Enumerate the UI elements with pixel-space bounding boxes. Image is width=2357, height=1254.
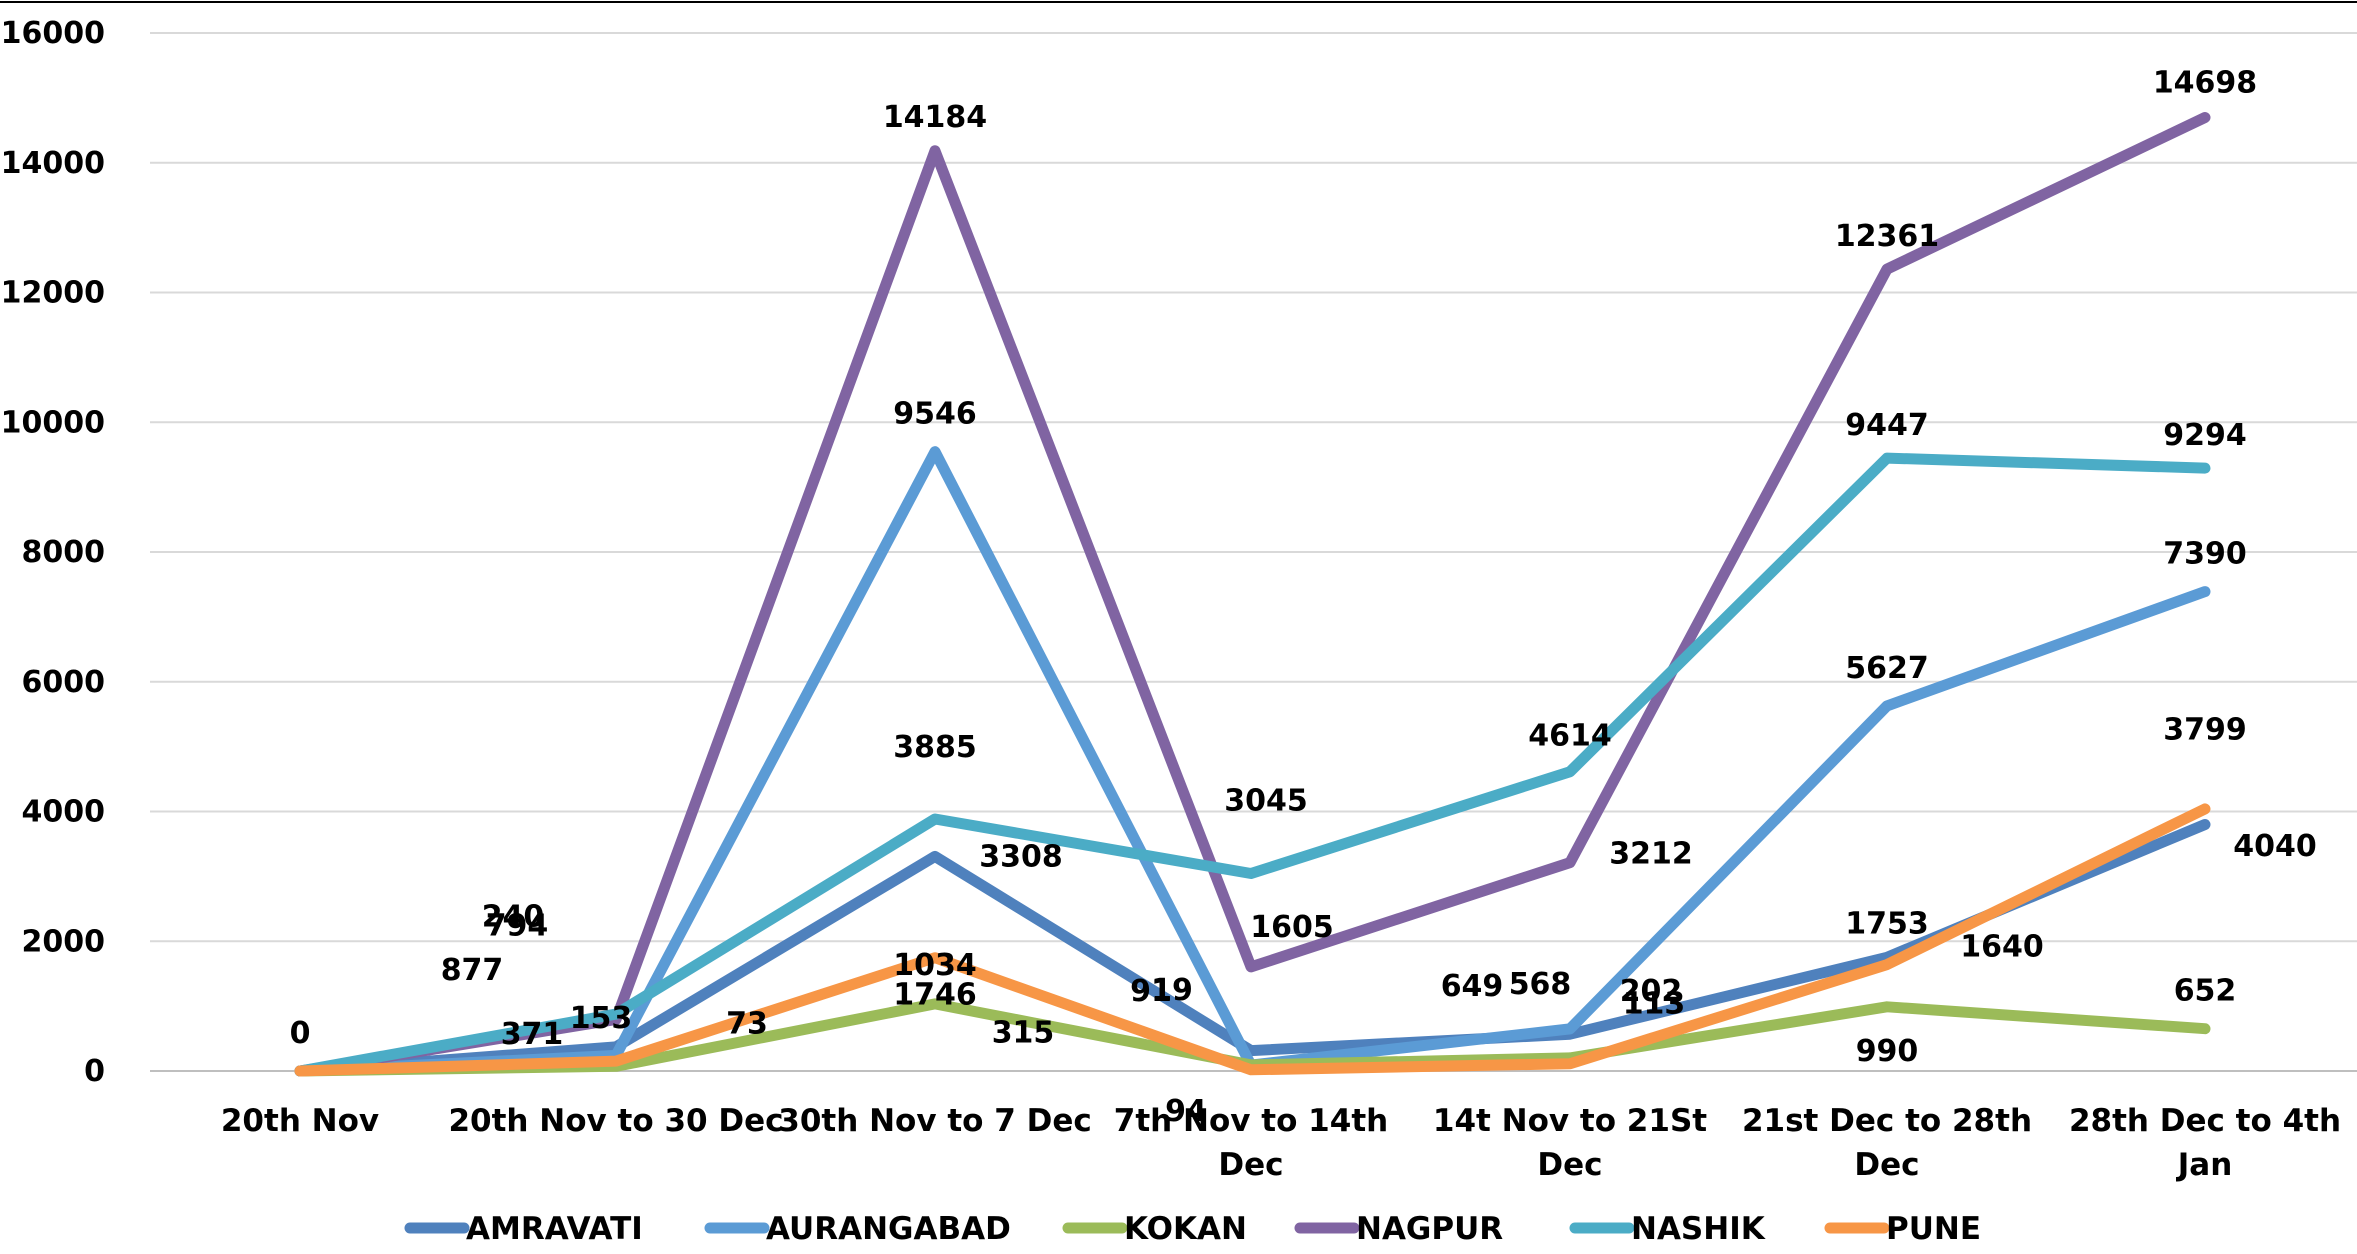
x-tick-label: 14t Nov to 21St Dec — [1433, 1103, 1707, 1183]
data-label: 5627 — [1845, 651, 1929, 686]
legend-label: NAGPUR — [1356, 1211, 1503, 1247]
data-label: 3045 — [1224, 783, 1308, 818]
data-label: 877 — [441, 953, 504, 988]
x-tick-label: 20th Nov to 30 Dec — [448, 1103, 783, 1139]
data-label: 1605 — [1250, 910, 1334, 945]
data-label: 7390 — [2163, 537, 2247, 572]
x-tick-label: 30th Nov to 7 Dec — [778, 1103, 1091, 1139]
legend-label: PUNE — [1886, 1211, 1981, 1247]
data-label: 371 — [501, 1017, 564, 1052]
x-tick-label: 28th Dec to 4th Jan — [2069, 1103, 2341, 1183]
data-label: 9546 — [893, 397, 977, 432]
y-tick-label: 2000 — [22, 924, 106, 959]
data-label: 1746 — [893, 978, 977, 1013]
y-tick-label: 14000 — [1, 146, 105, 181]
data-label: 649 — [1441, 969, 1504, 1004]
data-label: 94 — [1165, 1094, 1207, 1129]
series-line-nashik — [294, 452, 2211, 1077]
legend-item-amravati: AMRAVATI — [404, 1211, 643, 1247]
x-tick-label: 21st Dec to 28th Dec — [1742, 1103, 2032, 1183]
data-label: 19 — [1151, 973, 1193, 1008]
x-tick-label: 7th Nov to 14th Dec — [1114, 1103, 1388, 1183]
legend-label: NASHIK — [1631, 1211, 1766, 1247]
data-label: 1640 — [1960, 930, 2044, 965]
legend-item-aurangabad: AURANGABAD — [704, 1211, 1011, 1247]
data-label: 990 — [1856, 1034, 1919, 1069]
data-label: 153 — [570, 1001, 633, 1036]
y-tick-label: 4000 — [22, 795, 106, 830]
legend-label: KOKAN — [1124, 1211, 1247, 1247]
data-label: 3212 — [1609, 837, 1693, 872]
data-label: 9447 — [1845, 408, 1929, 443]
data-label: 14184 — [883, 100, 987, 135]
data-label: 202 — [1620, 974, 1683, 1009]
data-label: 3308 — [979, 839, 1063, 874]
data-label: 568 — [1509, 967, 1572, 1002]
series-lines — [294, 112, 2211, 1077]
data-label: 91 — [1130, 974, 1172, 1009]
data-label: 12361 — [1835, 219, 1939, 254]
data-label: 4040 — [2233, 829, 2317, 864]
y-tick-label: 10000 — [1, 405, 105, 440]
x-tick-label: 20th Nov — [221, 1103, 379, 1139]
data-label: 14698 — [2153, 65, 2257, 100]
data-label: 4614 — [1528, 719, 1612, 754]
legend: AMRAVATI AURANGABAD KOKAN NAGPUR NASHIK PUNE — [404, 1211, 1981, 1247]
y-tick-label: 8000 — [22, 535, 106, 570]
y-tick-label: 0 — [84, 1054, 105, 1089]
legend-item-pune: PUNE — [1824, 1211, 1981, 1247]
legend-item-kokan: KOKAN — [1062, 1211, 1247, 1247]
series-line-aurangabad — [294, 446, 2211, 1077]
legend-item-nashik: NASHIK — [1569, 1211, 1766, 1247]
y-tick-label: 16000 — [1, 16, 105, 51]
data-label: 3799 — [2163, 713, 2247, 748]
legend-label: AMRAVATI — [466, 1211, 643, 1247]
data-label: 1753 — [1845, 906, 1929, 941]
data-label: 240 — [482, 899, 545, 934]
y-axis-tick-labels: 0 2000 4000 6000 8000 10000 12000 14000 16000 — [1, 16, 105, 1089]
data-label: 9294 — [2163, 418, 2247, 453]
y-tick-label: 6000 — [22, 665, 106, 700]
y-tick-label: 12000 — [1, 276, 105, 311]
data-label: 794 — [486, 908, 549, 943]
data-label: 3885 — [893, 730, 977, 765]
legend-item-nagpur: NAGPUR — [1294, 1211, 1503, 1247]
data-label: 315 — [992, 1016, 1055, 1051]
data-label-zero: 0 — [290, 1016, 311, 1051]
data-label: 1034 — [893, 948, 977, 983]
data-label: 652 — [2174, 974, 2237, 1009]
legend-label: AURANGABAD — [766, 1211, 1011, 1247]
data-label: 113 — [1623, 987, 1686, 1022]
data-label: 73 — [726, 1006, 768, 1041]
series-line-pune — [294, 803, 2211, 1077]
